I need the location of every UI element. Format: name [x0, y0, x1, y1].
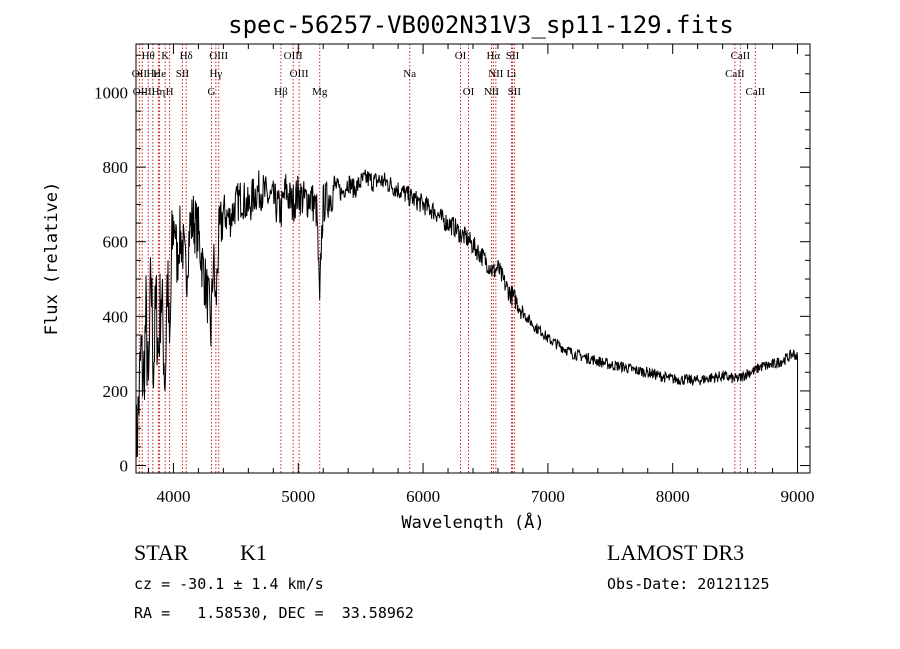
spectral-line-label: Hθ: [142, 50, 155, 62]
spectral-line-label: NII: [484, 86, 500, 98]
spectral-line-label: CaII: [731, 50, 751, 62]
x-axis-label: Wavelength (Å): [401, 511, 544, 530]
spectral-line-label: Hη: [152, 86, 166, 98]
spectral-line-label: OI: [455, 50, 467, 62]
x-tick-label: 9000: [781, 487, 815, 506]
spectral-line-label: NII: [488, 68, 504, 80]
spectral-line-label: OIII: [290, 68, 309, 80]
redshift-cz: cz = -30.1 ± 1.4 km/s: [134, 575, 324, 593]
y-tick-label: 0: [120, 457, 129, 476]
spectral-line-label: He: [153, 68, 166, 80]
spectral-line-label: G: [208, 86, 216, 98]
spectrum-line: [135, 169, 798, 466]
spectral-line-label: Hε: [147, 68, 160, 80]
y-tick-label: 400: [103, 307, 129, 326]
object-class: STAR: [134, 540, 189, 565]
spectral-line-label: SII: [508, 86, 522, 98]
spectral-line-label: Hδ: [180, 50, 193, 62]
y-tick-label: 200: [103, 382, 129, 401]
x-tick-label: 5000: [281, 487, 315, 506]
y-tick-label: 1000: [94, 83, 128, 102]
spectral-line-label: Na: [403, 68, 416, 80]
plot-frame: [135, 43, 811, 474]
spectral-line-label: Li: [507, 68, 517, 80]
x-tick-label: 7000: [531, 487, 565, 506]
spectral-line-label: OI: [463, 86, 475, 98]
spectral-line-label: CaII: [725, 68, 745, 80]
x-tick-label: 4000: [156, 487, 190, 506]
spectral-line-label: Hα: [486, 50, 500, 62]
chart-title: spec-56257-VB002N31V3_sp11-129.fits: [228, 11, 734, 39]
survey-label: LAMOST DR3: [607, 540, 745, 565]
spectral-line-label: SII: [506, 50, 520, 62]
x-tick-label: 8000: [656, 487, 690, 506]
spectral-line-label: Hβ: [274, 86, 288, 98]
y-tick-label: 600: [103, 233, 129, 252]
spectral-line-label: H: [166, 86, 174, 98]
spectrum-chart: spec-56257-VB002N31V3_sp11-129.fits Hθ K Hδ…: [42, 11, 815, 530]
spectral-line-label: OIII: [284, 50, 303, 62]
coordinates: RA = 1.58530, DEC = 33.58962: [134, 604, 414, 622]
spectral-line-label: OIII: [209, 50, 228, 62]
obs-date: Obs-Date: 20121125: [607, 575, 770, 593]
x-tick-label: 6000: [406, 487, 440, 506]
y-tick-label: 800: [103, 158, 129, 177]
y-axis-label: Flux (relative): [42, 182, 62, 336]
spectral-line-label: Mg: [312, 86, 328, 98]
spectral-line-label: CaII: [746, 86, 766, 98]
spectral-line-label: SII: [176, 68, 190, 80]
subclass: K1: [240, 540, 267, 565]
spectral-line-label: Hγ: [209, 68, 222, 80]
spectral-line-label: K: [161, 50, 169, 62]
